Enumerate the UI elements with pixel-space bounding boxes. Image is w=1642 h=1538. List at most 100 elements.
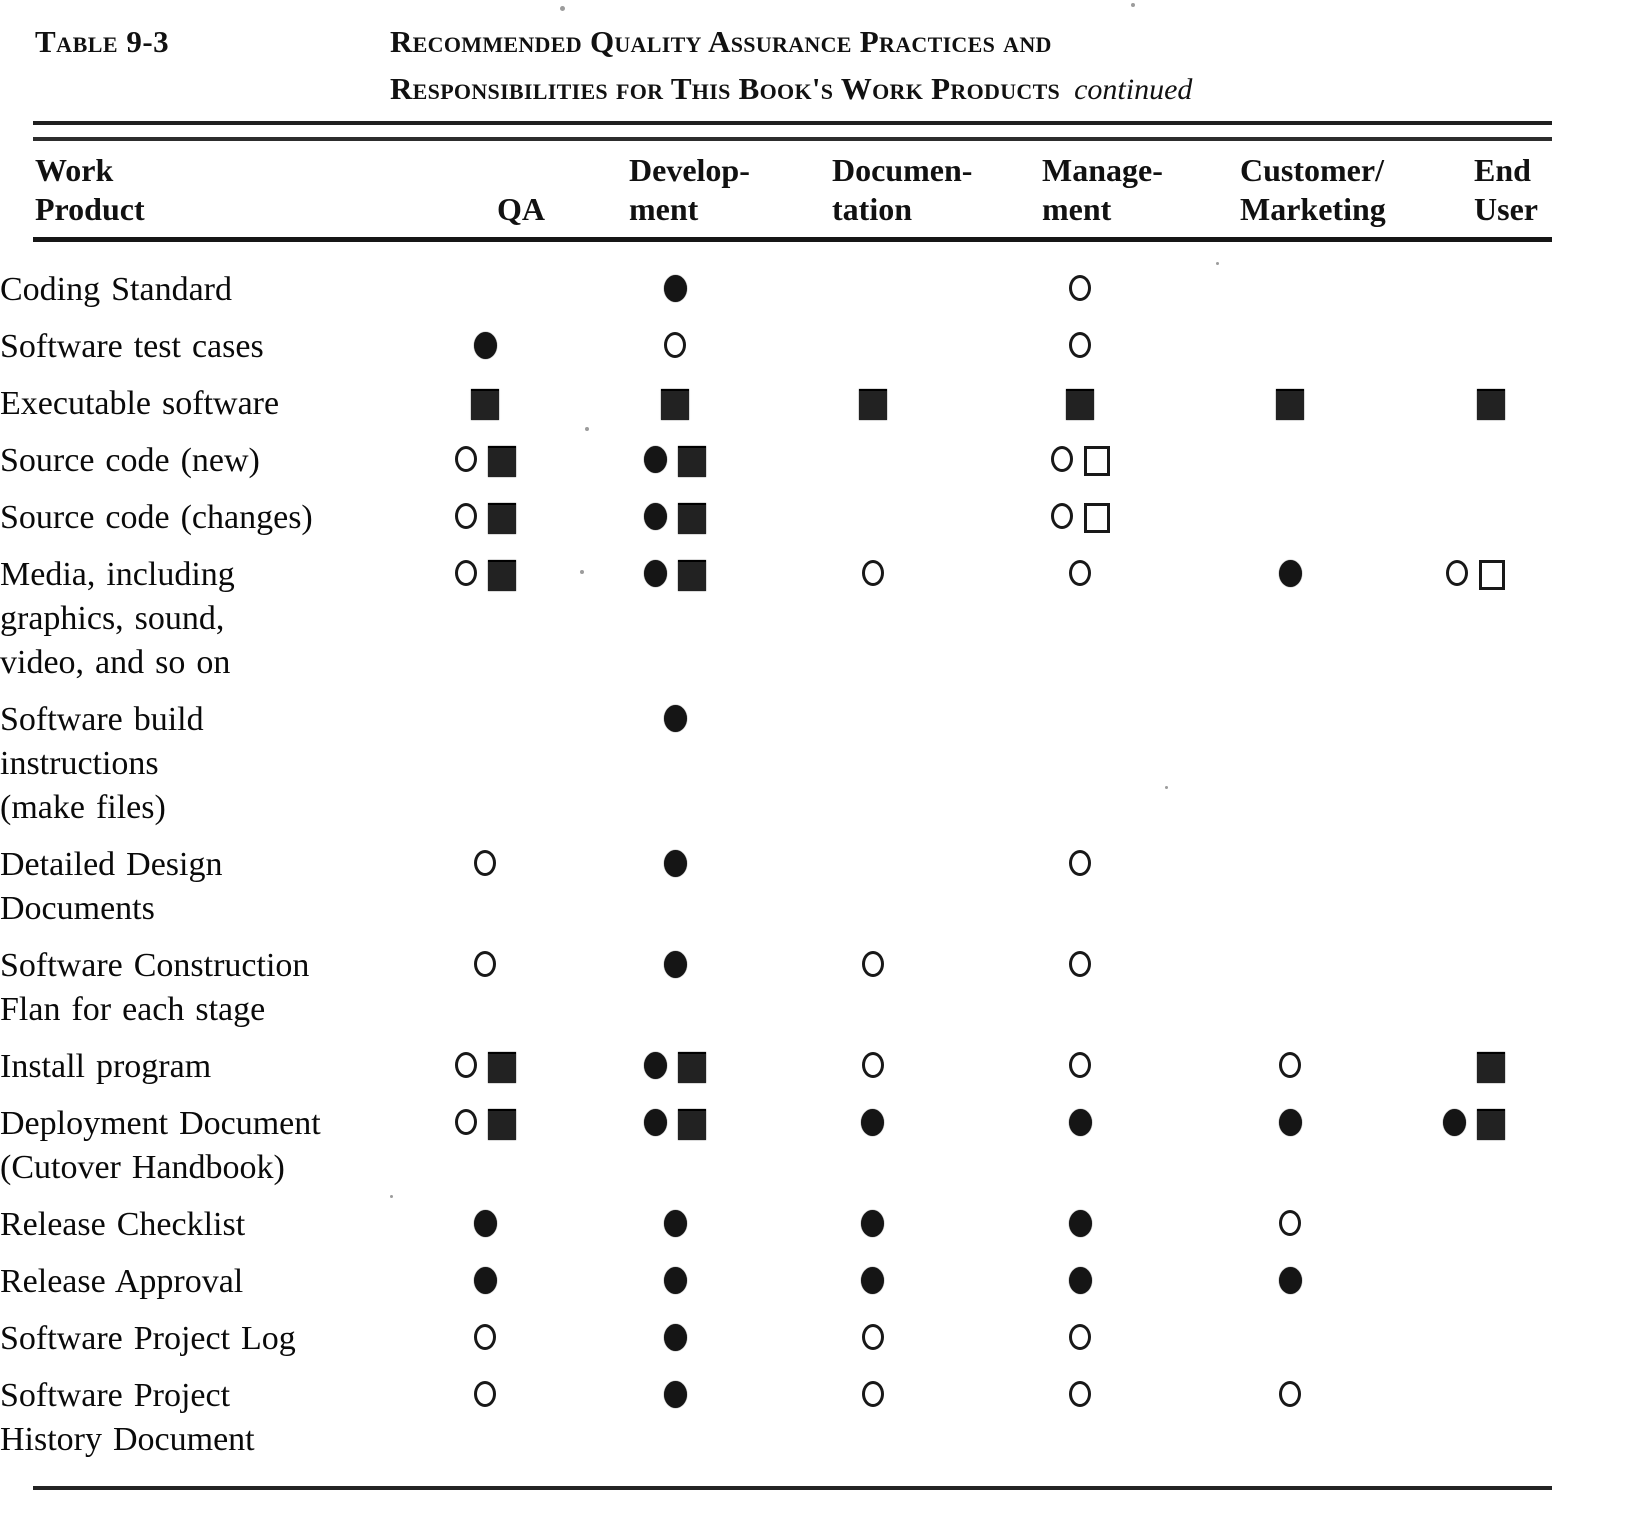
filled-circle-icon [861,1210,884,1237]
open-circle-icon [1069,332,1091,358]
cell-end_user [1375,1260,1525,1304]
filled-square-icon [1477,389,1505,420]
table-title-continued: continued [1074,73,1193,106]
filled-square-icon [487,503,516,534]
filled-circle-icon [663,705,687,732]
cell-end_user [1375,1374,1525,1462]
cell-qa [410,496,560,540]
filled-circle-icon [1068,1210,1092,1237]
filled-square-icon [678,560,706,591]
table-row: Software Project History Document [0,1374,1642,1462]
scan-speck [580,570,584,574]
cell-development [560,1374,790,1462]
table-caption: Table 9-3 Recommended Quality Assurance … [0,0,1642,113]
column-header-management: Manage-ment [1042,152,1163,227]
open-circle-icon [1446,560,1468,586]
filled-circle-icon [644,446,667,473]
open-circle-icon [454,560,477,586]
work-product-label: Release Checklist [0,1206,246,1243]
open-circle-icon [1069,275,1091,301]
cell-documentation [790,553,955,685]
table-row: Source code (new) [0,439,1642,483]
cell-development [560,325,790,369]
filled-square-icon [1477,1052,1505,1083]
column-header-work_product: Work Product [35,152,145,227]
open-circle-icon [1069,1052,1091,1078]
cell-documentation [790,1102,955,1190]
column-header-development: Develop-ment [629,152,750,227]
table-row: Media, including graphics, sound, video, a… [0,553,1642,685]
filled-circle-icon [1068,1267,1092,1294]
cell-management [955,382,1205,426]
open-circle-icon [1069,1324,1091,1350]
cell-management [955,496,1205,540]
cell-development [560,496,790,540]
table-row: Software Construction Flan for each stage [0,944,1642,1032]
work-product-label: Detailed Design Documents [0,846,223,927]
cell-management [955,1317,1205,1361]
open-circle-icon [1069,1381,1091,1407]
open-circle-icon [861,1052,884,1078]
cell-end_user [1375,325,1525,369]
cell-development [560,944,790,1032]
cell-end_user [1375,382,1525,426]
work-product-label: Source code (changes) [0,499,313,536]
cell-management [955,268,1205,312]
column-header-documentation: Documen-tation [832,152,973,227]
filled-circle-icon [473,1210,497,1237]
column-header-end_user: End User [1474,152,1538,227]
filled-square-icon [1276,389,1304,420]
cell-development [560,382,790,426]
table-row: Software test cases [0,325,1642,369]
cell-management [955,1260,1205,1304]
column-header-customer_marketing: Customer/Marketing [1240,152,1386,227]
cell-qa [410,843,560,931]
cell-qa [410,439,560,483]
cell-management [955,553,1205,685]
open-circle-icon [664,332,686,358]
cell-customer_marketing [1205,843,1375,931]
scan-speck [1131,3,1135,7]
filled-square-icon [678,503,706,534]
table-row: Executable software [0,382,1642,426]
cell-end_user [1375,843,1525,931]
filled-circle-icon [1278,1109,1302,1136]
filled-circle-icon [644,1109,667,1136]
table-title: Recommended Quality Assurance Practices … [390,18,1192,113]
cell-qa [410,268,560,312]
cell-documentation [790,496,955,540]
table-row: Software Project Log [0,1317,1642,1361]
table-row: Deployment Document (Cutover Handbook) [0,1102,1642,1190]
cell-documentation [790,843,955,931]
filled-circle-icon [644,503,667,530]
column-header-qa: QA [497,191,545,227]
work-product-label: Media, including graphics, sound, video, a… [0,556,235,681]
cell-customer_marketing [1205,1260,1375,1304]
cell-documentation [790,439,955,483]
filled-square-icon [1066,389,1094,420]
filled-circle-icon [663,1381,687,1408]
cell-end_user [1375,496,1525,540]
filled-circle-icon [1443,1109,1466,1136]
cell-customer_marketing [1205,944,1375,1032]
table-header-row: Work Product QA Develop-ment Documen-tation M… [35,141,1642,237]
table-row: Detailed Design Documents [0,843,1642,931]
cell-management [955,843,1205,931]
work-product-label: Install program [0,1048,212,1085]
work-product-label: Software Project History Document [0,1377,255,1458]
cell-documentation [790,268,955,312]
cell-development [560,698,790,830]
cell-end_user [1375,698,1525,830]
cell-end_user [1375,268,1525,312]
cell-qa [410,1260,560,1304]
header-rule [33,237,1552,242]
bottom-rule [33,1486,1552,1490]
top-double-rule [33,121,1552,141]
cell-management [955,698,1205,830]
cell-end_user [1375,1045,1525,1089]
cell-documentation [790,325,955,369]
cell-development [560,439,790,483]
cell-qa [410,944,560,1032]
cell-qa [410,382,560,426]
filled-square-icon [858,389,887,420]
